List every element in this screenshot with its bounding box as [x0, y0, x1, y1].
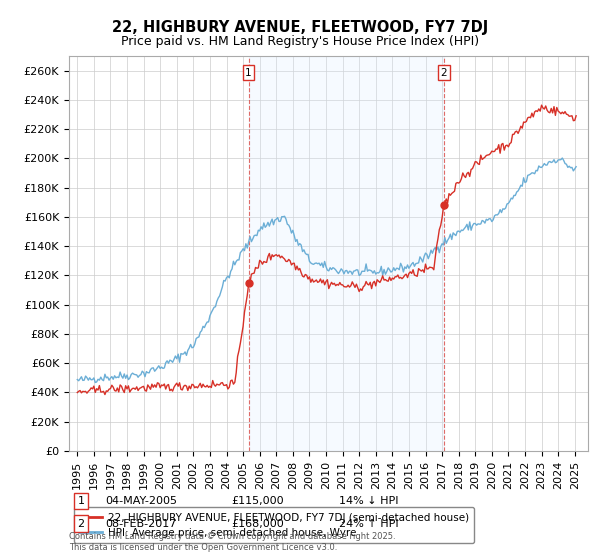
Text: 1: 1: [77, 496, 85, 506]
Text: 22, HIGHBURY AVENUE, FLEETWOOD, FY7 7DJ: 22, HIGHBURY AVENUE, FLEETWOOD, FY7 7DJ: [112, 20, 488, 35]
Text: 1: 1: [245, 68, 252, 78]
Text: 04-MAY-2005: 04-MAY-2005: [105, 496, 177, 506]
Text: 14% ↓ HPI: 14% ↓ HPI: [339, 496, 398, 506]
Text: 08-FEB-2017: 08-FEB-2017: [105, 519, 176, 529]
Text: 2: 2: [77, 519, 85, 529]
Text: £115,000: £115,000: [231, 496, 284, 506]
Text: Contains HM Land Registry data © Crown copyright and database right 2025.
This d: Contains HM Land Registry data © Crown c…: [69, 532, 395, 552]
Text: £168,000: £168,000: [231, 519, 284, 529]
Bar: [248, 56, 444, 451]
Text: 2: 2: [440, 68, 447, 78]
Text: 24% ↑ HPI: 24% ↑ HPI: [339, 519, 398, 529]
Text: Price paid vs. HM Land Registry's House Price Index (HPI): Price paid vs. HM Land Registry's House …: [121, 35, 479, 48]
Legend: 22, HIGHBURY AVENUE, FLEETWOOD, FY7 7DJ (semi-detached house), HPI: Average pric: 22, HIGHBURY AVENUE, FLEETWOOD, FY7 7DJ …: [74, 507, 474, 543]
